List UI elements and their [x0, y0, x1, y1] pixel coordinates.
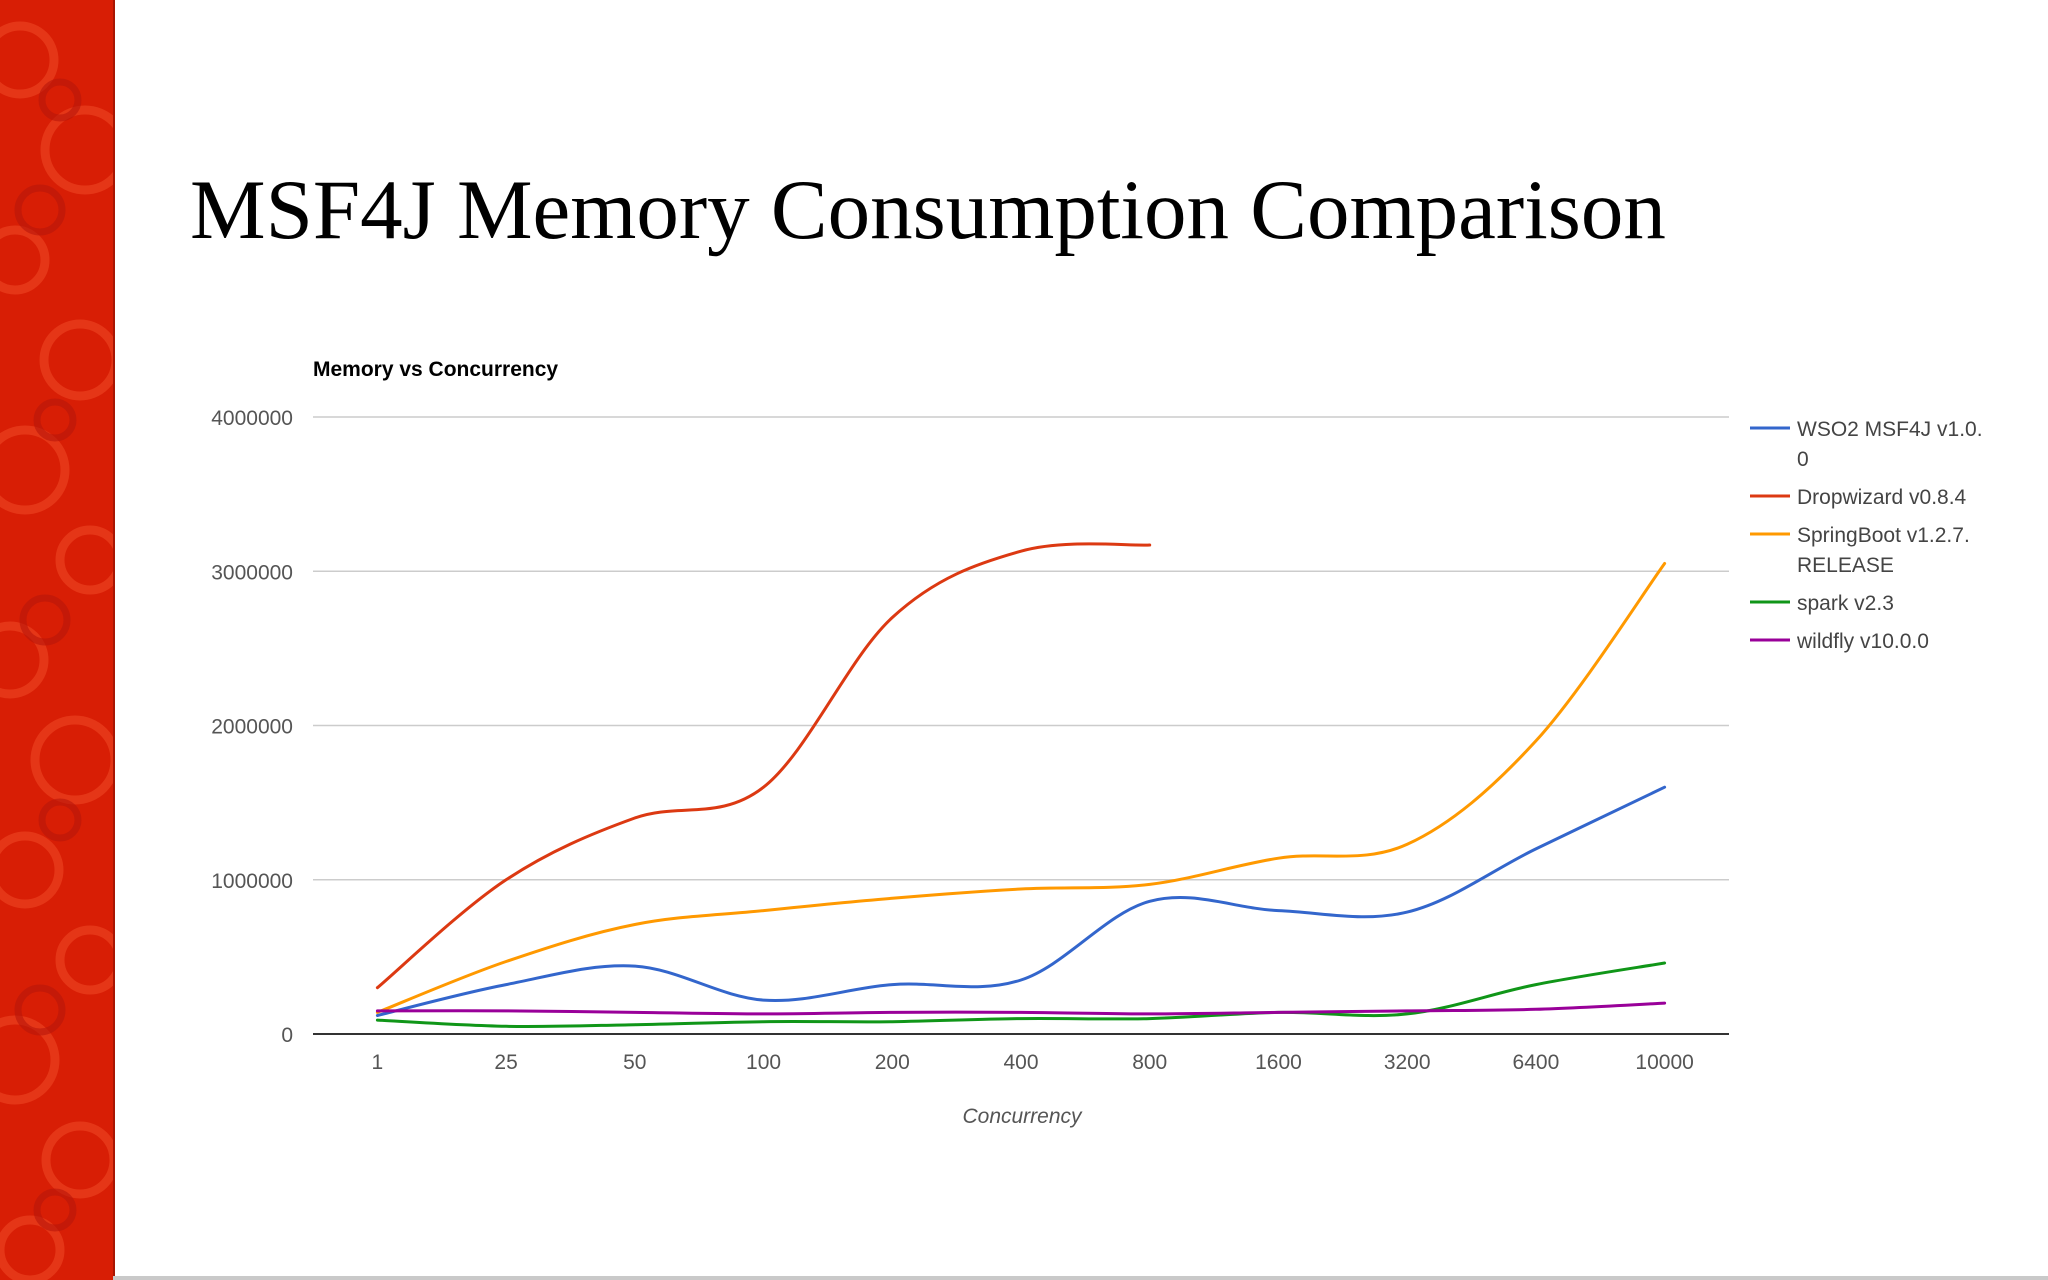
x-tick-label: 800 [1132, 1051, 1167, 1074]
x-tick-label: 100 [746, 1051, 781, 1074]
y-tick-label: 2000000 [211, 716, 293, 739]
x-tick-label: 25 [494, 1051, 517, 1074]
legend-label: wildfly v10.0.0 [1796, 630, 1929, 653]
y-tick-label: 1000000 [211, 870, 293, 893]
y-axis-ticks: 0 1000000 2000000 3000000 4000000 [211, 407, 293, 1047]
x-tick-label: 1600 [1255, 1051, 1302, 1074]
series-line-3 [375, 961, 1667, 1029]
legend-label: WSO2 MSF4J v1.0. [1797, 418, 1983, 441]
bottom-rule [113, 1276, 2048, 1280]
legend: WSO2 MSF4J v1.0. 0 Dropwizard v0.8.4 Spring… [1750, 418, 1983, 653]
x-tick-label: 50 [623, 1051, 646, 1074]
legend-label: 0 [1797, 448, 1809, 471]
slide-title: MSF4J Memory Consumption Comparison [190, 163, 1666, 257]
series-line-4 [375, 1001, 1667, 1016]
band-edge [113, 0, 115, 1280]
swirl-pattern [0, 21, 113, 1280]
legend-label: spark v2.3 [1797, 592, 1894, 615]
y-tick-label: 4000000 [211, 407, 293, 430]
series-line-1 [375, 542, 1152, 990]
series-line-2 [375, 562, 1667, 1014]
legend-label: Dropwizard v0.8.4 [1797, 486, 1967, 509]
x-tick-label: 200 [875, 1051, 910, 1074]
decorative-side-band [0, 0, 113, 1280]
x-axis-ticks: 1 25 50 100 200 400 800 1600 3200 6400 10000 [372, 1051, 1694, 1074]
x-tick-label: 400 [1003, 1051, 1038, 1074]
x-tick-label: 6400 [1513, 1051, 1560, 1074]
x-tick-label: 3200 [1384, 1051, 1431, 1074]
y-tick-label: 0 [281, 1024, 293, 1047]
x-tick-label: 1 [372, 1051, 384, 1074]
series-line-0 [375, 785, 1667, 1017]
legend-label: RELEASE [1797, 554, 1894, 577]
series-lines [375, 542, 1667, 1029]
legend-label: SpringBoot v1.2.7. [1797, 524, 1970, 547]
chart-title: Memory vs Concurrency [313, 358, 558, 381]
y-tick-label: 3000000 [211, 561, 293, 584]
x-tick-label: 10000 [1635, 1051, 1693, 1074]
x-axis-title: Concurrency [962, 1105, 1083, 1128]
gridlines [313, 416, 1729, 881]
